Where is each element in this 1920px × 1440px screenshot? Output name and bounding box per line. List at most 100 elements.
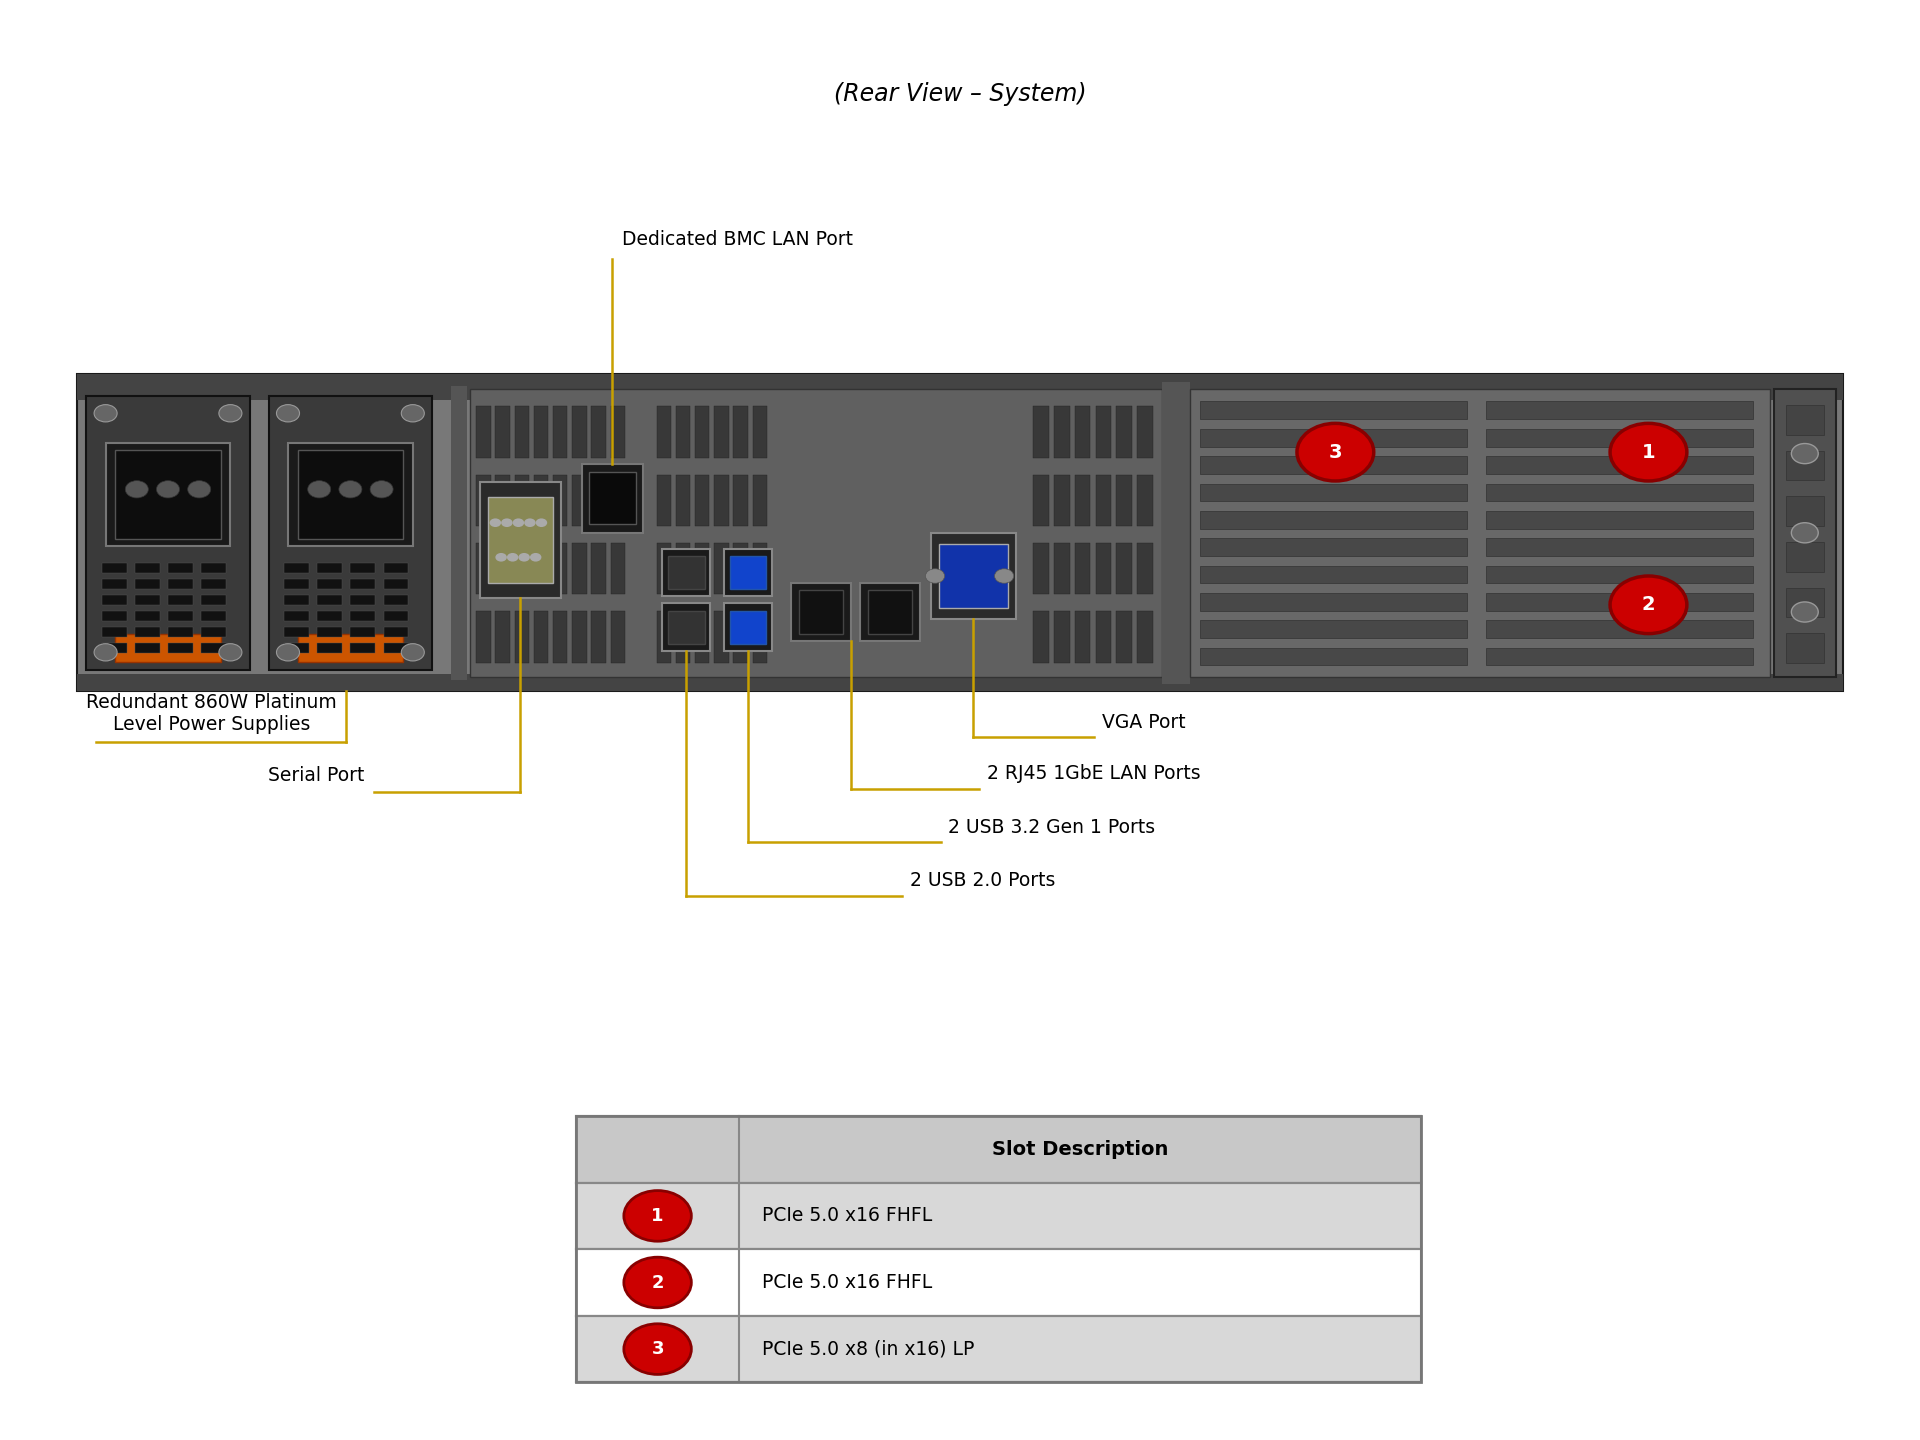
- Circle shape: [188, 481, 211, 498]
- FancyBboxPatch shape: [317, 595, 342, 605]
- FancyBboxPatch shape: [495, 475, 511, 526]
- FancyBboxPatch shape: [753, 612, 768, 662]
- FancyBboxPatch shape: [1200, 593, 1467, 611]
- Circle shape: [501, 518, 513, 527]
- FancyBboxPatch shape: [1200, 484, 1467, 501]
- FancyBboxPatch shape: [102, 611, 127, 621]
- FancyBboxPatch shape: [730, 611, 766, 644]
- FancyBboxPatch shape: [288, 442, 413, 546]
- Circle shape: [495, 553, 507, 562]
- Circle shape: [536, 518, 547, 527]
- FancyBboxPatch shape: [1786, 541, 1824, 572]
- FancyBboxPatch shape: [1096, 612, 1112, 662]
- Text: 3: 3: [651, 1341, 664, 1358]
- FancyBboxPatch shape: [591, 612, 607, 662]
- FancyBboxPatch shape: [657, 543, 672, 595]
- Circle shape: [925, 569, 945, 583]
- Circle shape: [518, 553, 530, 562]
- FancyBboxPatch shape: [470, 389, 1162, 677]
- FancyBboxPatch shape: [591, 543, 607, 595]
- FancyBboxPatch shape: [939, 544, 1008, 608]
- FancyBboxPatch shape: [284, 611, 309, 621]
- FancyBboxPatch shape: [724, 549, 772, 596]
- FancyBboxPatch shape: [476, 475, 492, 526]
- FancyBboxPatch shape: [1075, 406, 1091, 458]
- Circle shape: [157, 481, 180, 498]
- FancyBboxPatch shape: [695, 612, 710, 662]
- FancyBboxPatch shape: [931, 533, 1016, 619]
- FancyBboxPatch shape: [799, 590, 843, 634]
- FancyBboxPatch shape: [733, 406, 749, 458]
- FancyBboxPatch shape: [515, 475, 530, 526]
- FancyBboxPatch shape: [351, 642, 374, 654]
- FancyBboxPatch shape: [384, 626, 409, 638]
- Circle shape: [94, 405, 117, 422]
- FancyBboxPatch shape: [676, 612, 691, 662]
- FancyBboxPatch shape: [298, 449, 403, 540]
- FancyBboxPatch shape: [1486, 648, 1753, 665]
- FancyBboxPatch shape: [1786, 405, 1824, 435]
- Circle shape: [307, 481, 330, 498]
- FancyBboxPatch shape: [730, 556, 766, 589]
- Text: Serial Port: Serial Port: [269, 766, 365, 785]
- FancyBboxPatch shape: [351, 563, 374, 573]
- FancyBboxPatch shape: [384, 563, 409, 573]
- FancyBboxPatch shape: [695, 406, 710, 458]
- FancyBboxPatch shape: [1162, 382, 1190, 684]
- FancyBboxPatch shape: [572, 406, 588, 458]
- FancyBboxPatch shape: [384, 579, 409, 589]
- FancyBboxPatch shape: [1054, 406, 1069, 458]
- FancyBboxPatch shape: [202, 595, 227, 605]
- Text: 2: 2: [651, 1273, 664, 1292]
- FancyBboxPatch shape: [476, 543, 492, 595]
- Circle shape: [1611, 576, 1688, 634]
- FancyBboxPatch shape: [676, 475, 691, 526]
- FancyBboxPatch shape: [1486, 621, 1753, 638]
- FancyBboxPatch shape: [1486, 456, 1753, 474]
- FancyBboxPatch shape: [714, 406, 730, 458]
- FancyBboxPatch shape: [1200, 511, 1467, 528]
- FancyBboxPatch shape: [860, 583, 920, 641]
- FancyBboxPatch shape: [611, 475, 626, 526]
- FancyBboxPatch shape: [1033, 406, 1048, 458]
- FancyBboxPatch shape: [611, 406, 626, 458]
- FancyBboxPatch shape: [1054, 475, 1069, 526]
- FancyBboxPatch shape: [1033, 543, 1048, 595]
- FancyBboxPatch shape: [714, 612, 730, 662]
- FancyBboxPatch shape: [589, 472, 636, 524]
- FancyBboxPatch shape: [1075, 475, 1091, 526]
- FancyBboxPatch shape: [317, 626, 342, 638]
- FancyBboxPatch shape: [77, 374, 1843, 400]
- FancyBboxPatch shape: [591, 406, 607, 458]
- FancyBboxPatch shape: [202, 611, 227, 621]
- FancyBboxPatch shape: [169, 595, 192, 605]
- FancyBboxPatch shape: [351, 579, 374, 589]
- FancyBboxPatch shape: [1486, 429, 1753, 446]
- FancyBboxPatch shape: [102, 626, 127, 638]
- FancyBboxPatch shape: [1486, 593, 1753, 611]
- FancyBboxPatch shape: [1200, 648, 1467, 665]
- FancyBboxPatch shape: [317, 579, 342, 589]
- FancyBboxPatch shape: [662, 549, 710, 596]
- FancyBboxPatch shape: [384, 595, 409, 605]
- Text: VGA Port: VGA Port: [1102, 713, 1187, 732]
- FancyBboxPatch shape: [1486, 539, 1753, 556]
- FancyBboxPatch shape: [572, 543, 588, 595]
- FancyBboxPatch shape: [106, 442, 230, 546]
- FancyBboxPatch shape: [1137, 612, 1152, 662]
- FancyBboxPatch shape: [284, 595, 309, 605]
- FancyBboxPatch shape: [753, 406, 768, 458]
- FancyBboxPatch shape: [1786, 588, 1824, 618]
- FancyBboxPatch shape: [657, 612, 672, 662]
- Text: 1: 1: [1642, 442, 1655, 462]
- FancyBboxPatch shape: [269, 396, 432, 670]
- FancyBboxPatch shape: [317, 563, 342, 573]
- FancyBboxPatch shape: [1190, 389, 1770, 677]
- FancyBboxPatch shape: [384, 642, 409, 654]
- FancyBboxPatch shape: [657, 406, 672, 458]
- FancyBboxPatch shape: [1200, 566, 1467, 583]
- FancyBboxPatch shape: [668, 556, 705, 589]
- Circle shape: [624, 1191, 691, 1241]
- FancyBboxPatch shape: [102, 595, 127, 605]
- FancyBboxPatch shape: [534, 475, 549, 526]
